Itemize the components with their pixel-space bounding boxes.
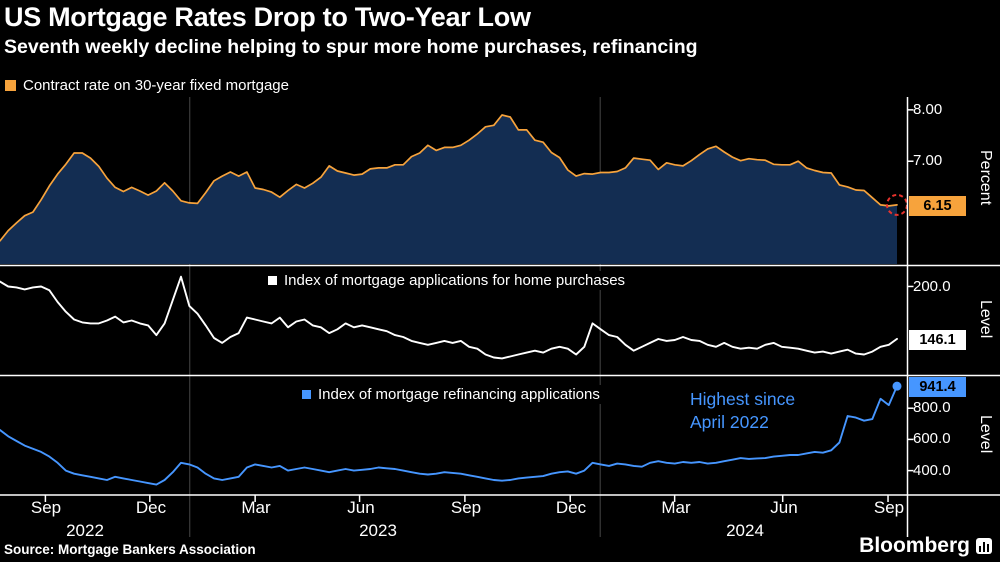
legend-refinance-index: Index of mortgage refinancing applicatio… — [296, 385, 606, 404]
legend-label: Index of mortgage refinancing applicatio… — [318, 386, 600, 403]
bloomberg-logo: Bloomberg — [859, 534, 992, 558]
x-axis: Sep Dec Mar Jun Sep Dec Mar Jun Sep 2022… — [0, 498, 1000, 543]
y-tick-label: 600.0 — [913, 430, 951, 447]
x-tick-label: Mar — [241, 498, 271, 517]
annotation-highest-since: Highest since April 2022 — [690, 389, 796, 432]
y-tick-label: 800.0 — [913, 399, 951, 416]
x-tick-label: Mar — [661, 498, 691, 517]
x-tick-label: Jun — [347, 498, 375, 517]
x-tick-label: Sep — [873, 498, 905, 517]
source-credit: Source: Mortgage Bankers Association — [4, 542, 256, 557]
x-tick-label: Sep — [30, 498, 62, 517]
y-axis-title-level-refinance: Level — [977, 415, 994, 454]
legend-label: Index of mortgage applications for home … — [284, 272, 626, 289]
last-value-badge-refinance: 941.4 — [909, 377, 966, 397]
bloomberg-logo-icon — [976, 538, 992, 554]
page-title: US Mortgage Rates Drop to Two-Year Low — [4, 2, 531, 32]
legend-mortgage-rate: Contract rate on 30-year fixed mortgage — [5, 77, 289, 94]
bloomberg-wordmark: Bloomberg — [859, 534, 970, 557]
legend-swatch-orange — [5, 80, 16, 91]
y-axis-title-level-purchase: Level — [977, 300, 994, 339]
x-tick-label: Sep — [450, 498, 482, 517]
legend-swatch-blue — [302, 390, 311, 399]
y-tick-label: 8.00 — [913, 101, 943, 118]
y-axis-title-percent: Percent — [977, 150, 994, 206]
y-tick-label: 200.0 — [913, 278, 951, 295]
x-tick-label: Jun — [770, 498, 798, 517]
y-tick-label: 7.00 — [913, 152, 943, 169]
x-tick-label: Dec — [555, 498, 587, 517]
legend-purchase-index: Index of mortgage applications for home … — [262, 271, 632, 290]
legend-label: Contract rate on 30-year fixed mortgage — [23, 77, 289, 94]
x-tick-label: Dec — [135, 498, 167, 517]
x-year-label: 2024 — [726, 521, 764, 540]
x-year-label: 2022 — [66, 521, 104, 540]
chart-plot — [0, 97, 1000, 537]
last-value-badge-purchase: 146.1 — [909, 330, 966, 350]
page-subtitle: Seventh weekly decline helping to spur m… — [4, 36, 698, 58]
last-value-badge-rate: 6.15 — [909, 196, 966, 216]
x-year-label: 2023 — [359, 521, 397, 540]
legend-swatch-white — [268, 276, 277, 285]
y-tick-label: 400.0 — [913, 462, 951, 479]
